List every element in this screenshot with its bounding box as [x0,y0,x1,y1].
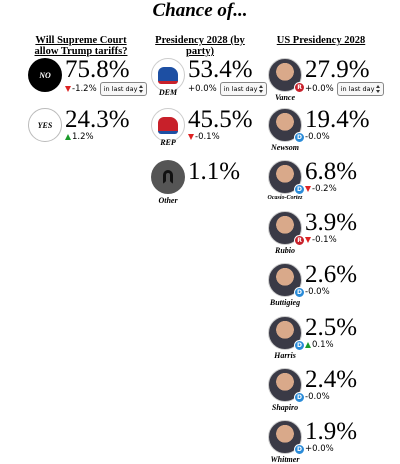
change: +0.0% in last day [305,82,385,96]
icon-label: NO [39,70,51,80]
change-value: +0.0% [305,84,334,94]
change: -0.0% [305,132,330,142]
icon [151,58,185,92]
icon-label: YES [37,120,53,130]
probability: 27.9% [305,56,370,83]
question-mark [163,170,173,184]
candidate-name: Newsom [271,143,299,152]
change-value: 0.1% [312,340,334,350]
header-line: allow Trump tariffs? [34,46,128,57]
column-header: US Presidency 2028 [262,35,380,46]
probability: 45.5% [188,106,253,133]
party-label: DEM [158,88,178,97]
change: -0.0% [305,287,330,297]
change-value: -0.2% [312,184,337,194]
icon: YES [28,108,62,142]
header-line: Presidency 2028 (by party) [155,35,245,57]
change-value: -0.0% [305,287,330,297]
probability: 2.6% [305,261,358,288]
change-value: -0.0% [305,132,330,142]
column-header: Will Supreme Court allow Trump tariffs? [25,35,137,57]
candidate-name: Rubio [274,246,295,255]
change: -0.2% [305,184,337,194]
probability: 3.9% [305,209,358,236]
party-badge: D [294,444,305,455]
candidate-name: Shapiro [271,403,299,412]
party-emblem [158,116,178,134]
candidate-name: Vance [275,93,295,102]
icon: NO [28,58,62,92]
change: -1.2% in last day [65,82,148,96]
party-badge: D [294,340,305,351]
probability: 2.4% [305,366,358,393]
probability: 2.5% [305,314,358,341]
probability: 19.4% [305,106,370,133]
party-badge: R [294,82,305,93]
probability: 6.8% [305,158,358,185]
change-value: 1.2% [72,132,94,142]
change: -0.1% [305,235,337,245]
change: -0.0% [305,392,330,402]
change: -0.1% [188,132,220,142]
change-value: +0.0% [188,84,217,94]
change-arrow [305,342,311,348]
change-arrow [188,134,194,140]
candidate-name: Ocasio-Cortez [267,195,303,201]
header-line: Will Supreme Court [35,35,127,46]
party-badge: D [294,184,305,195]
party-badge: D [294,132,305,143]
period-dropdown[interactable]: in last day [336,82,385,96]
change-value: -0.1% [312,235,337,245]
change-value: -0.1% [195,132,220,142]
page-title: Chance of... [152,0,248,21]
candidate-name: Buttigieg [269,298,301,307]
period-dropdown[interactable]: in last day [219,82,268,96]
icon [151,160,185,194]
change: +0.0% in last day [188,82,268,96]
change: +0.0% [305,444,334,454]
probability: 53.4% [188,56,253,83]
party-badge: D [294,392,305,403]
period-dropdown[interactable]: in last day [99,82,148,96]
change: 0.1% [305,340,334,350]
change-value: -0.0% [305,392,330,402]
party-badge: D [294,287,305,298]
probability: 24.3% [65,106,130,133]
candidate-name: Harris [274,351,296,360]
change-value: -1.2% [72,84,97,94]
probability: 1.9% [305,418,358,445]
column-header: Presidency 2028 (by party) [140,35,260,57]
icon [268,58,302,92]
candidate-name: Whitmer [270,455,300,464]
probability: 75.8% [65,56,130,83]
change-arrow [65,86,71,92]
change-arrow [305,186,311,192]
change-arrow [305,237,311,243]
option-label: Other [158,196,178,205]
party-label: REP [160,138,176,147]
icon [151,108,185,142]
change-value: +0.0% [305,444,334,454]
party-emblem [158,66,178,84]
change: 1.2% [65,132,94,142]
party-badge: R [294,235,305,246]
header-line: US Presidency 2028 [276,35,366,46]
change-arrow [65,134,71,140]
probability: 1.1% [188,158,241,185]
